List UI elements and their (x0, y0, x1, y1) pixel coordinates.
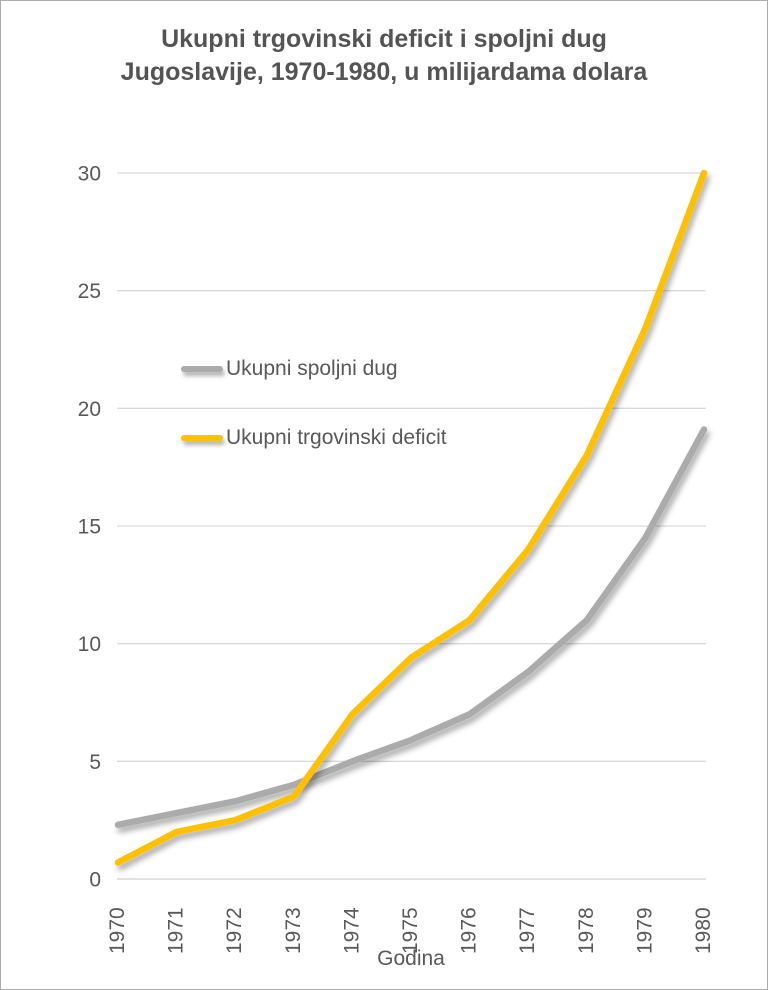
x-tick-label-1978: 1978 (575, 907, 598, 954)
x-tick-label-1975: 1975 (399, 907, 422, 954)
legend-line-swatch-gold (181, 435, 223, 441)
y-tick-label-0: 0 (89, 869, 101, 892)
y-tick-label-25: 25 (78, 280, 101, 303)
y-tick-label-30: 30 (78, 163, 101, 186)
x-tick-label-1980: 1980 (692, 907, 715, 954)
chart-title-line1: Ukupni trgovinski deficit i spoljni dug (161, 25, 607, 53)
y-tick-label-10: 10 (78, 633, 101, 656)
legend-label-spoljni-dug: Ukupni spoljni dug (226, 357, 398, 380)
series-line-ukupni-trgovinski-deficit (114, 169, 708, 866)
y-tick-label-15: 15 (78, 516, 101, 539)
x-axis-title: Godina (377, 947, 445, 970)
chart-title-line2: Jugoslavije, 1970-1980, u milijardama do… (120, 58, 648, 86)
legend-line-swatch-gray (181, 366, 223, 372)
x-tick-label-1972: 1972 (223, 907, 246, 954)
x-tick-label-1974: 1974 (340, 907, 363, 954)
x-tick-label-1971: 1971 (165, 907, 188, 954)
x-axis-tick-labels: 1970 1971 1972 1973 1974 1975 1976 1977 1978 1979… (106, 907, 715, 954)
x-tick-label-1977: 1977 (516, 907, 539, 954)
x-tick-label-1970: 1970 (106, 907, 129, 954)
legend-item-spoljni-dug: Ukupni spoljni dug (181, 353, 447, 385)
x-tick-label-1973: 1973 (282, 907, 305, 954)
y-axis-tick-labels: 0 5 10 15 20 25 30 (78, 163, 101, 892)
series-lines (114, 169, 708, 866)
y-tick-label-20: 20 (78, 398, 101, 421)
y-tick-label-5: 5 (89, 751, 101, 774)
legend-label-trgovinski-deficit: Ukupni trgovinski deficit (226, 426, 447, 449)
gridlines (117, 172, 706, 880)
legend-item-trgovinski-deficit: Ukupni trgovinski deficit (181, 422, 447, 454)
x-tick-label-1976: 1976 (458, 907, 481, 954)
chart-title: Ukupni trgovinski deficit i spoljni dug … (1, 23, 767, 89)
chart-legend: Ukupni spoljni dug Ukupni trgovinski def… (181, 353, 447, 454)
x-tick-label-1979: 1979 (633, 907, 656, 954)
series-line-ukupni-spoljni-dug (114, 426, 708, 829)
